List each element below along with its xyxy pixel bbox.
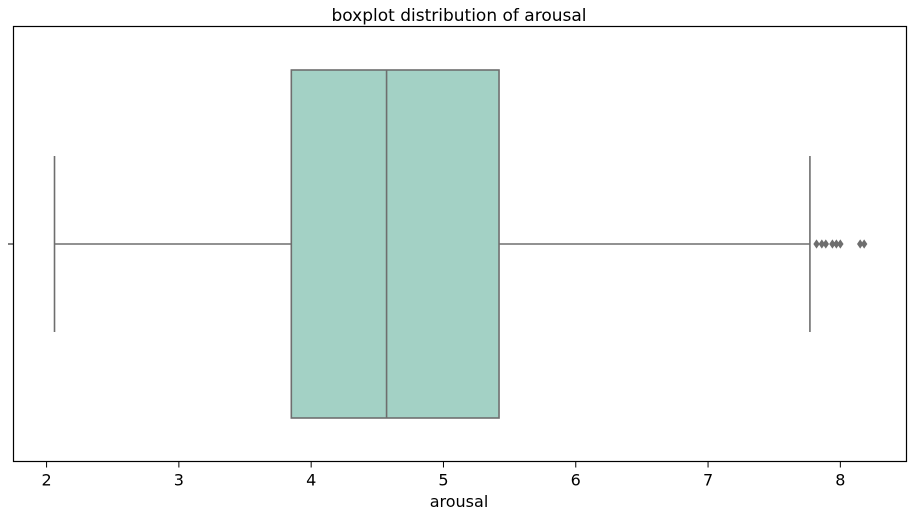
x-axis-label: arousal bbox=[430, 492, 489, 511]
outlier-point bbox=[829, 239, 836, 249]
outlier-point bbox=[833, 239, 840, 249]
x-tick-label: 5 bbox=[438, 471, 448, 490]
iqr-box bbox=[290, 69, 500, 419]
outlier-point bbox=[856, 239, 864, 249]
outlier-point bbox=[860, 239, 868, 249]
x-tick-label: 8 bbox=[835, 471, 845, 490]
outlier-point bbox=[837, 239, 844, 249]
x-tick-label: 7 bbox=[703, 471, 713, 490]
plot-area bbox=[53, 69, 868, 419]
x-tick-label: 2 bbox=[41, 471, 51, 490]
outlier-point bbox=[813, 239, 820, 249]
outlier-point bbox=[818, 239, 826, 249]
x-tick-label: 4 bbox=[306, 471, 316, 490]
x-axis-ticks: 2 3 4 5 6 7 8 bbox=[41, 461, 845, 490]
chart-title: boxplot distribution of arousal bbox=[332, 6, 587, 26]
x-tick-label: 6 bbox=[571, 471, 581, 490]
outlier-point bbox=[822, 239, 829, 249]
x-tick-label: 3 bbox=[174, 471, 184, 490]
